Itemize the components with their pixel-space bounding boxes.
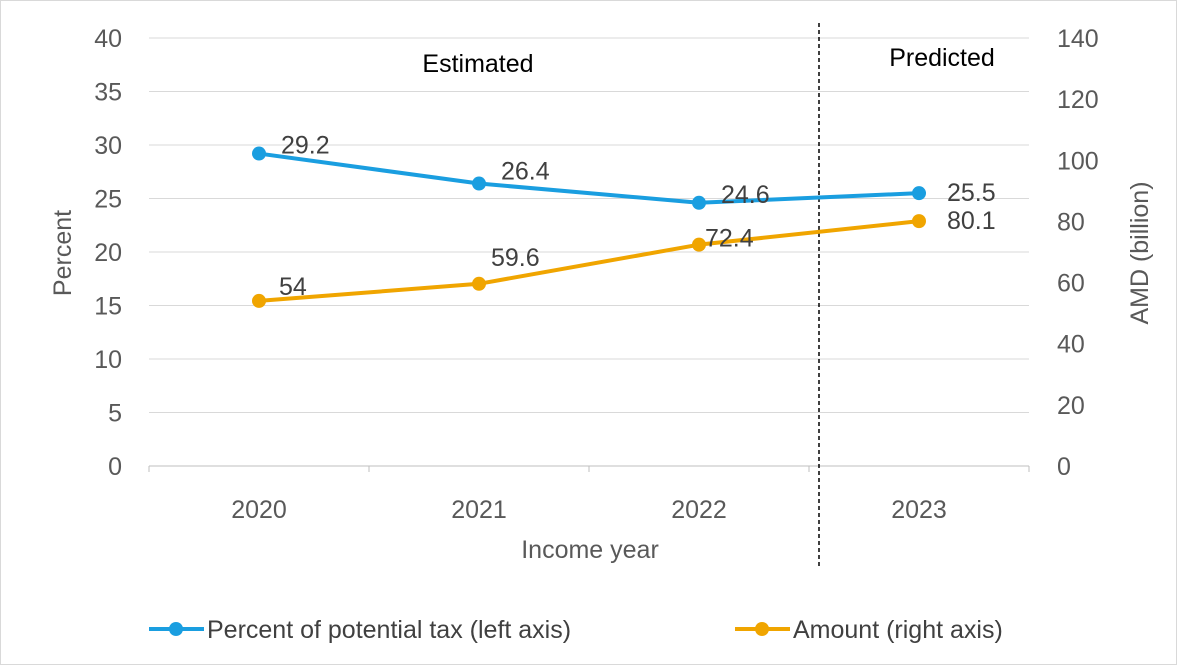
series-line-0	[258, 151, 920, 205]
y2-tick-label: 40	[1057, 331, 1085, 359]
y-tick-label: 10	[94, 346, 122, 374]
data-label: 59.6	[491, 244, 540, 272]
x-tick-label: 2023	[891, 496, 947, 524]
legend: Percent of potential tax (left axis) Amo…	[149, 616, 1003, 644]
data-point-0-3	[912, 186, 926, 201]
data-label: 80.1	[947, 207, 996, 235]
data-point-1-3	[912, 214, 926, 229]
data-label: 25.5	[947, 179, 996, 207]
x-tick-label: 2020	[231, 496, 287, 524]
series-lines	[252, 146, 926, 308]
y-tick-label: 35	[94, 79, 122, 107]
data-point-1-0	[252, 293, 266, 308]
data-point-0-2	[692, 195, 706, 210]
y-tick-label: 30	[94, 132, 122, 160]
y2-tick-label: 100	[1057, 147, 1099, 175]
series-line-1	[258, 219, 920, 303]
y-tick-label: 0	[108, 453, 122, 481]
y-tick-label: 25	[94, 186, 122, 214]
annotation-predicted: Predicted	[889, 44, 995, 72]
data-point-1-2	[692, 237, 706, 252]
y-tick-label: 5	[108, 400, 122, 428]
y2-axis-title: AMD (billion)	[1126, 181, 1154, 324]
legend-marker-amount	[755, 622, 769, 636]
data-label: 24.6	[721, 181, 770, 209]
data-labels: 29.2 26.4 24.6 25.5 54 59.6 72.4 80.1	[279, 132, 996, 301]
annotation-estimated: Estimated	[422, 50, 533, 78]
data-point-0-1	[472, 176, 486, 191]
legend-marker-percent	[169, 622, 183, 636]
y2-tick-label: 60	[1057, 270, 1085, 298]
data-point-0-0	[252, 146, 266, 161]
gridlines	[149, 37, 1029, 413]
y2-tick-label: 80	[1057, 208, 1085, 236]
data-label: 54	[279, 273, 307, 301]
data-label: 72.4	[705, 225, 754, 253]
y2-tick-label: 20	[1057, 392, 1085, 420]
data-label: 29.2	[281, 132, 330, 160]
y2-tick-label: 140	[1057, 25, 1099, 53]
x-tick-label: 2021	[451, 496, 507, 524]
y-tick-label: 40	[94, 25, 122, 53]
y2-tick-label: 0	[1057, 453, 1071, 481]
x-tick-label: 2022	[671, 496, 727, 524]
legend-label-percent: Percent of potential tax (left axis)	[207, 616, 571, 644]
axes: 0 5 10 15 20 25 30 35 40 0 20 40 60 80 100 120 140 2020 20…	[94, 25, 1099, 524]
data-point-1-1	[472, 276, 486, 291]
y-axis-title: Percent	[49, 210, 77, 296]
y2-tick-label: 120	[1057, 86, 1099, 114]
y-tick-label: 20	[94, 239, 122, 267]
x-axis-title: Income year	[521, 536, 659, 564]
legend-label-amount: Amount (right axis)	[793, 616, 1003, 644]
data-label: 26.4	[501, 158, 550, 186]
y-tick-label: 15	[94, 293, 122, 321]
